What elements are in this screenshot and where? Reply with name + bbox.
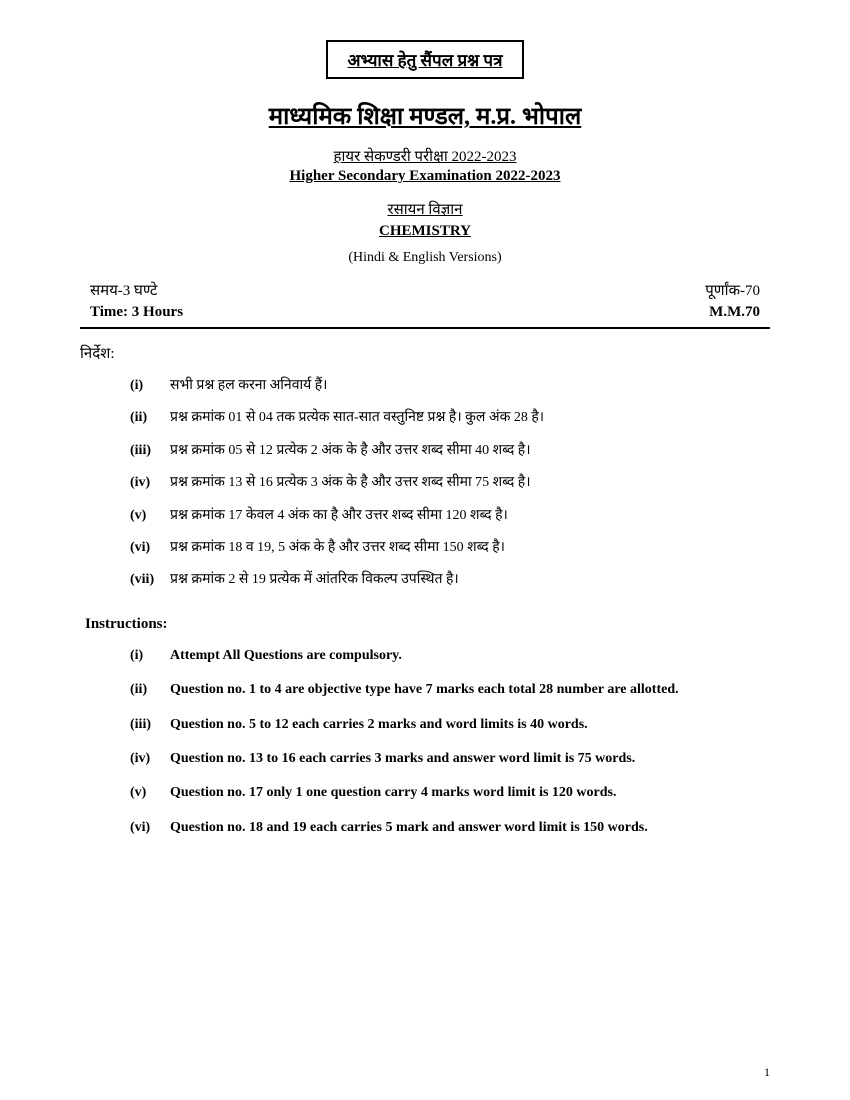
instruction-text: प्रश्न क्रमांक 01 से 04 तक प्रत्येक सात-…	[170, 407, 770, 429]
instruction-item: (iv) प्रश्न क्रमांक 13 से 16 प्रत्येक 3 …	[130, 472, 770, 494]
instruction-num: (vii)	[130, 569, 170, 591]
instruction-item: (v) Question no. 17 only 1 one question …	[130, 782, 770, 804]
marks-english: M.M.70	[709, 304, 760, 321]
instruction-text: प्रश्न क्रमांक 17 केवल 4 अंक का है और उत…	[170, 505, 770, 527]
instruction-num: (iii)	[130, 714, 170, 736]
exam-name-english: Higher Secondary Examination 2022-2023	[80, 168, 770, 185]
instruction-item: (vi) Question no. 18 and 19 each carries…	[130, 817, 770, 839]
instruction-num: (i)	[130, 375, 170, 397]
subject-hindi: रसायन विज्ञान	[80, 199, 770, 219]
instruction-text: प्रश्न क्रमांक 2 से 19 प्रत्येक में आंतर…	[170, 569, 770, 591]
board-name: माध्यमिक शिक्षा मण्डल, म.प्र. भोपाल	[80, 99, 770, 132]
page-number: 1	[764, 1065, 770, 1080]
instruction-item: (ii) Question no. 1 to 4 are objective t…	[130, 679, 770, 701]
instruction-item: (iv) Question no. 13 to 16 each carries …	[130, 748, 770, 770]
instruction-item: (i) सभी प्रश्न हल करना अनिवार्य हैं।	[130, 375, 770, 397]
header-box: अभ्यास हेतु सैंपल प्रश्न पत्र	[326, 40, 525, 79]
instructions-list-english: (i) Attempt All Questions are compulsory…	[80, 645, 770, 839]
versions-label: (Hindi & English Versions)	[80, 250, 770, 266]
instruction-item: (iii) प्रश्न क्रमांक 05 से 12 प्रत्येक 2…	[130, 440, 770, 462]
instruction-text: Attempt All Questions are compulsory.	[170, 645, 770, 667]
time-marks-english: Time: 3 Hours M.M.70	[80, 304, 770, 329]
instruction-item: (v) प्रश्न क्रमांक 17 केवल 4 अंक का है औ…	[130, 505, 770, 527]
instruction-text: सभी प्रश्न हल करना अनिवार्य हैं।	[170, 375, 770, 397]
instructions-label-hindi: निर्देश:	[80, 343, 770, 363]
time-hindi: समय-3 घण्टे	[90, 280, 157, 300]
instruction-item: (iii) Question no. 5 to 12 each carries …	[130, 714, 770, 736]
instruction-text: Question no. 17 only 1 one question carr…	[170, 782, 770, 804]
instruction-item: (vi) प्रश्न क्रमांक 18 व 19, 5 अंक के है…	[130, 537, 770, 559]
instruction-text: प्रश्न क्रमांक 05 से 12 प्रत्येक 2 अंक क…	[170, 440, 770, 462]
instruction-num: (vi)	[130, 817, 170, 839]
instruction-text: Question no. 1 to 4 are objective type h…	[170, 679, 770, 701]
exam-name-hindi: हायर सेकण्डरी परीक्षा 2022-2023	[80, 146, 770, 166]
instruction-item: (vii) प्रश्न क्रमांक 2 से 19 प्रत्येक मे…	[130, 569, 770, 591]
instruction-num: (vi)	[130, 537, 170, 559]
time-english: Time: 3 Hours	[90, 304, 183, 321]
time-marks-hindi: समय-3 घण्टे पूर्णांक-70	[80, 280, 770, 300]
marks-hindi: पूर्णांक-70	[705, 280, 760, 300]
instruction-item: (ii) प्रश्न क्रमांक 01 से 04 तक प्रत्येक…	[130, 407, 770, 429]
instruction-num: (iv)	[130, 748, 170, 770]
instruction-num: (ii)	[130, 407, 170, 429]
instruction-num: (ii)	[130, 679, 170, 701]
instruction-num: (iii)	[130, 440, 170, 462]
instruction-text: Question no. 18 and 19 each carries 5 ma…	[170, 817, 770, 839]
instruction-num: (i)	[130, 645, 170, 667]
instruction-text: प्रश्न क्रमांक 13 से 16 प्रत्येक 3 अंक क…	[170, 472, 770, 494]
instructions-list-hindi: (i) सभी प्रश्न हल करना अनिवार्य हैं। (ii…	[80, 375, 770, 592]
instructions-label-english: Instructions:	[80, 616, 770, 633]
instruction-text: Question no. 5 to 12 each carries 2 mark…	[170, 714, 770, 736]
instruction-text: प्रश्न क्रमांक 18 व 19, 5 अंक के है और उ…	[170, 537, 770, 559]
subject-english: CHEMISTRY	[80, 223, 770, 240]
instruction-num: (v)	[130, 505, 170, 527]
instruction-text: Question no. 13 to 16 each carries 3 mar…	[170, 748, 770, 770]
instruction-num: (v)	[130, 782, 170, 804]
instruction-item: (i) Attempt All Questions are compulsory…	[130, 645, 770, 667]
instruction-num: (iv)	[130, 472, 170, 494]
